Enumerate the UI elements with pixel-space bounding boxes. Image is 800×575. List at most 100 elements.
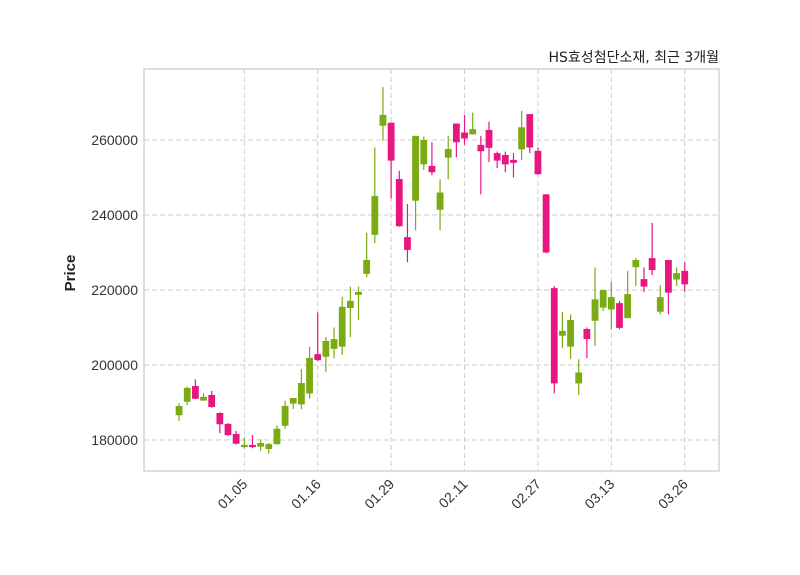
candle bbox=[379, 87, 387, 141]
y-tick-label: 180000 bbox=[91, 432, 138, 448]
candle-body bbox=[591, 299, 599, 321]
candle bbox=[510, 153, 517, 178]
chart-title: HS효성첨단소재, 최근 3개월 bbox=[549, 50, 719, 66]
candle bbox=[501, 151, 509, 173]
candle-body bbox=[477, 144, 485, 152]
x-tick-label: 02.27 bbox=[508, 476, 544, 512]
candle bbox=[200, 393, 207, 401]
candle bbox=[306, 346, 313, 399]
candle bbox=[265, 442, 273, 454]
x-axis-ticks: 01.05 01.16 01.29 02.11 02.27 03.13 03.26 bbox=[214, 476, 691, 512]
candle bbox=[673, 267, 680, 286]
plot-frame bbox=[143, 68, 720, 472]
candle-body bbox=[273, 428, 281, 445]
y-tick-label: 220000 bbox=[91, 282, 138, 298]
candle bbox=[183, 386, 191, 406]
candle-body bbox=[526, 114, 534, 148]
candle-body bbox=[624, 294, 632, 319]
candle bbox=[567, 314, 574, 359]
candle-body bbox=[314, 354, 322, 361]
candle-body bbox=[428, 165, 436, 173]
candle bbox=[289, 397, 297, 409]
candle-body bbox=[420, 139, 428, 165]
candle-body bbox=[298, 382, 305, 405]
candle-body bbox=[281, 405, 289, 426]
candle bbox=[624, 270, 632, 319]
candle-body bbox=[510, 159, 517, 163]
x-tick-label: 01.29 bbox=[361, 476, 397, 512]
candle-body bbox=[257, 442, 265, 447]
candle-body bbox=[583, 328, 591, 340]
candle-body bbox=[542, 194, 550, 253]
candle bbox=[338, 296, 346, 355]
candle bbox=[257, 439, 265, 451]
candle bbox=[224, 423, 232, 436]
candle bbox=[616, 300, 623, 330]
candle bbox=[273, 425, 281, 445]
candle-body bbox=[534, 150, 542, 175]
candle-body bbox=[306, 357, 313, 394]
candle-body bbox=[338, 306, 346, 347]
candle bbox=[591, 267, 599, 346]
candle bbox=[322, 337, 330, 373]
candle-body bbox=[265, 444, 273, 449]
candle bbox=[493, 151, 501, 169]
candle bbox=[599, 289, 607, 311]
candle-body bbox=[322, 340, 330, 357]
x-tick-label: 01.16 bbox=[288, 476, 324, 512]
candle bbox=[420, 136, 428, 170]
candle-body bbox=[200, 396, 207, 401]
candle bbox=[583, 327, 591, 359]
x-tick-label: 03.13 bbox=[581, 476, 617, 512]
grid-lines bbox=[144, 69, 719, 471]
candle-body bbox=[599, 289, 607, 308]
candle bbox=[559, 312, 566, 349]
candle-body bbox=[289, 397, 297, 404]
candle bbox=[640, 267, 648, 292]
candle bbox=[298, 369, 305, 410]
candle-body bbox=[232, 433, 240, 444]
candle bbox=[648, 222, 656, 275]
candle-body bbox=[673, 273, 680, 280]
candle-body bbox=[469, 129, 477, 135]
candle-body bbox=[681, 270, 689, 285]
candle bbox=[240, 437, 248, 449]
candle-body bbox=[249, 444, 256, 448]
candle-body bbox=[436, 192, 444, 210]
candle bbox=[330, 327, 338, 359]
candle-body bbox=[656, 297, 664, 312]
candle-body bbox=[395, 178, 403, 227]
candle-body bbox=[559, 330, 566, 336]
candle bbox=[428, 142, 436, 176]
candle bbox=[355, 286, 362, 320]
candles bbox=[175, 87, 689, 454]
candle bbox=[363, 232, 371, 278]
candle-body bbox=[632, 259, 640, 268]
y-axis-ticks: 180000 200000 220000 240000 260000 bbox=[91, 132, 138, 448]
candle-body bbox=[330, 339, 338, 349]
candle-body bbox=[493, 153, 501, 161]
candle-body bbox=[404, 237, 411, 250]
candle bbox=[681, 262, 689, 292]
candle-body bbox=[379, 114, 387, 126]
candle bbox=[542, 193, 550, 254]
candle-body bbox=[485, 129, 493, 148]
candle bbox=[526, 114, 534, 154]
candle-body bbox=[665, 259, 672, 293]
candle-body bbox=[371, 195, 379, 235]
candle-body bbox=[208, 394, 216, 407]
y-tick-label: 200000 bbox=[91, 357, 138, 373]
candle bbox=[395, 170, 403, 227]
candle-body bbox=[191, 385, 199, 399]
candle-body bbox=[183, 387, 191, 402]
candle bbox=[281, 400, 289, 429]
candle-body bbox=[550, 288, 558, 384]
candle bbox=[477, 135, 485, 195]
candle-body bbox=[648, 258, 656, 271]
candle-body bbox=[616, 303, 623, 328]
candle bbox=[216, 412, 224, 434]
candle-body bbox=[461, 132, 468, 139]
candle bbox=[208, 390, 216, 408]
candle bbox=[469, 112, 477, 135]
